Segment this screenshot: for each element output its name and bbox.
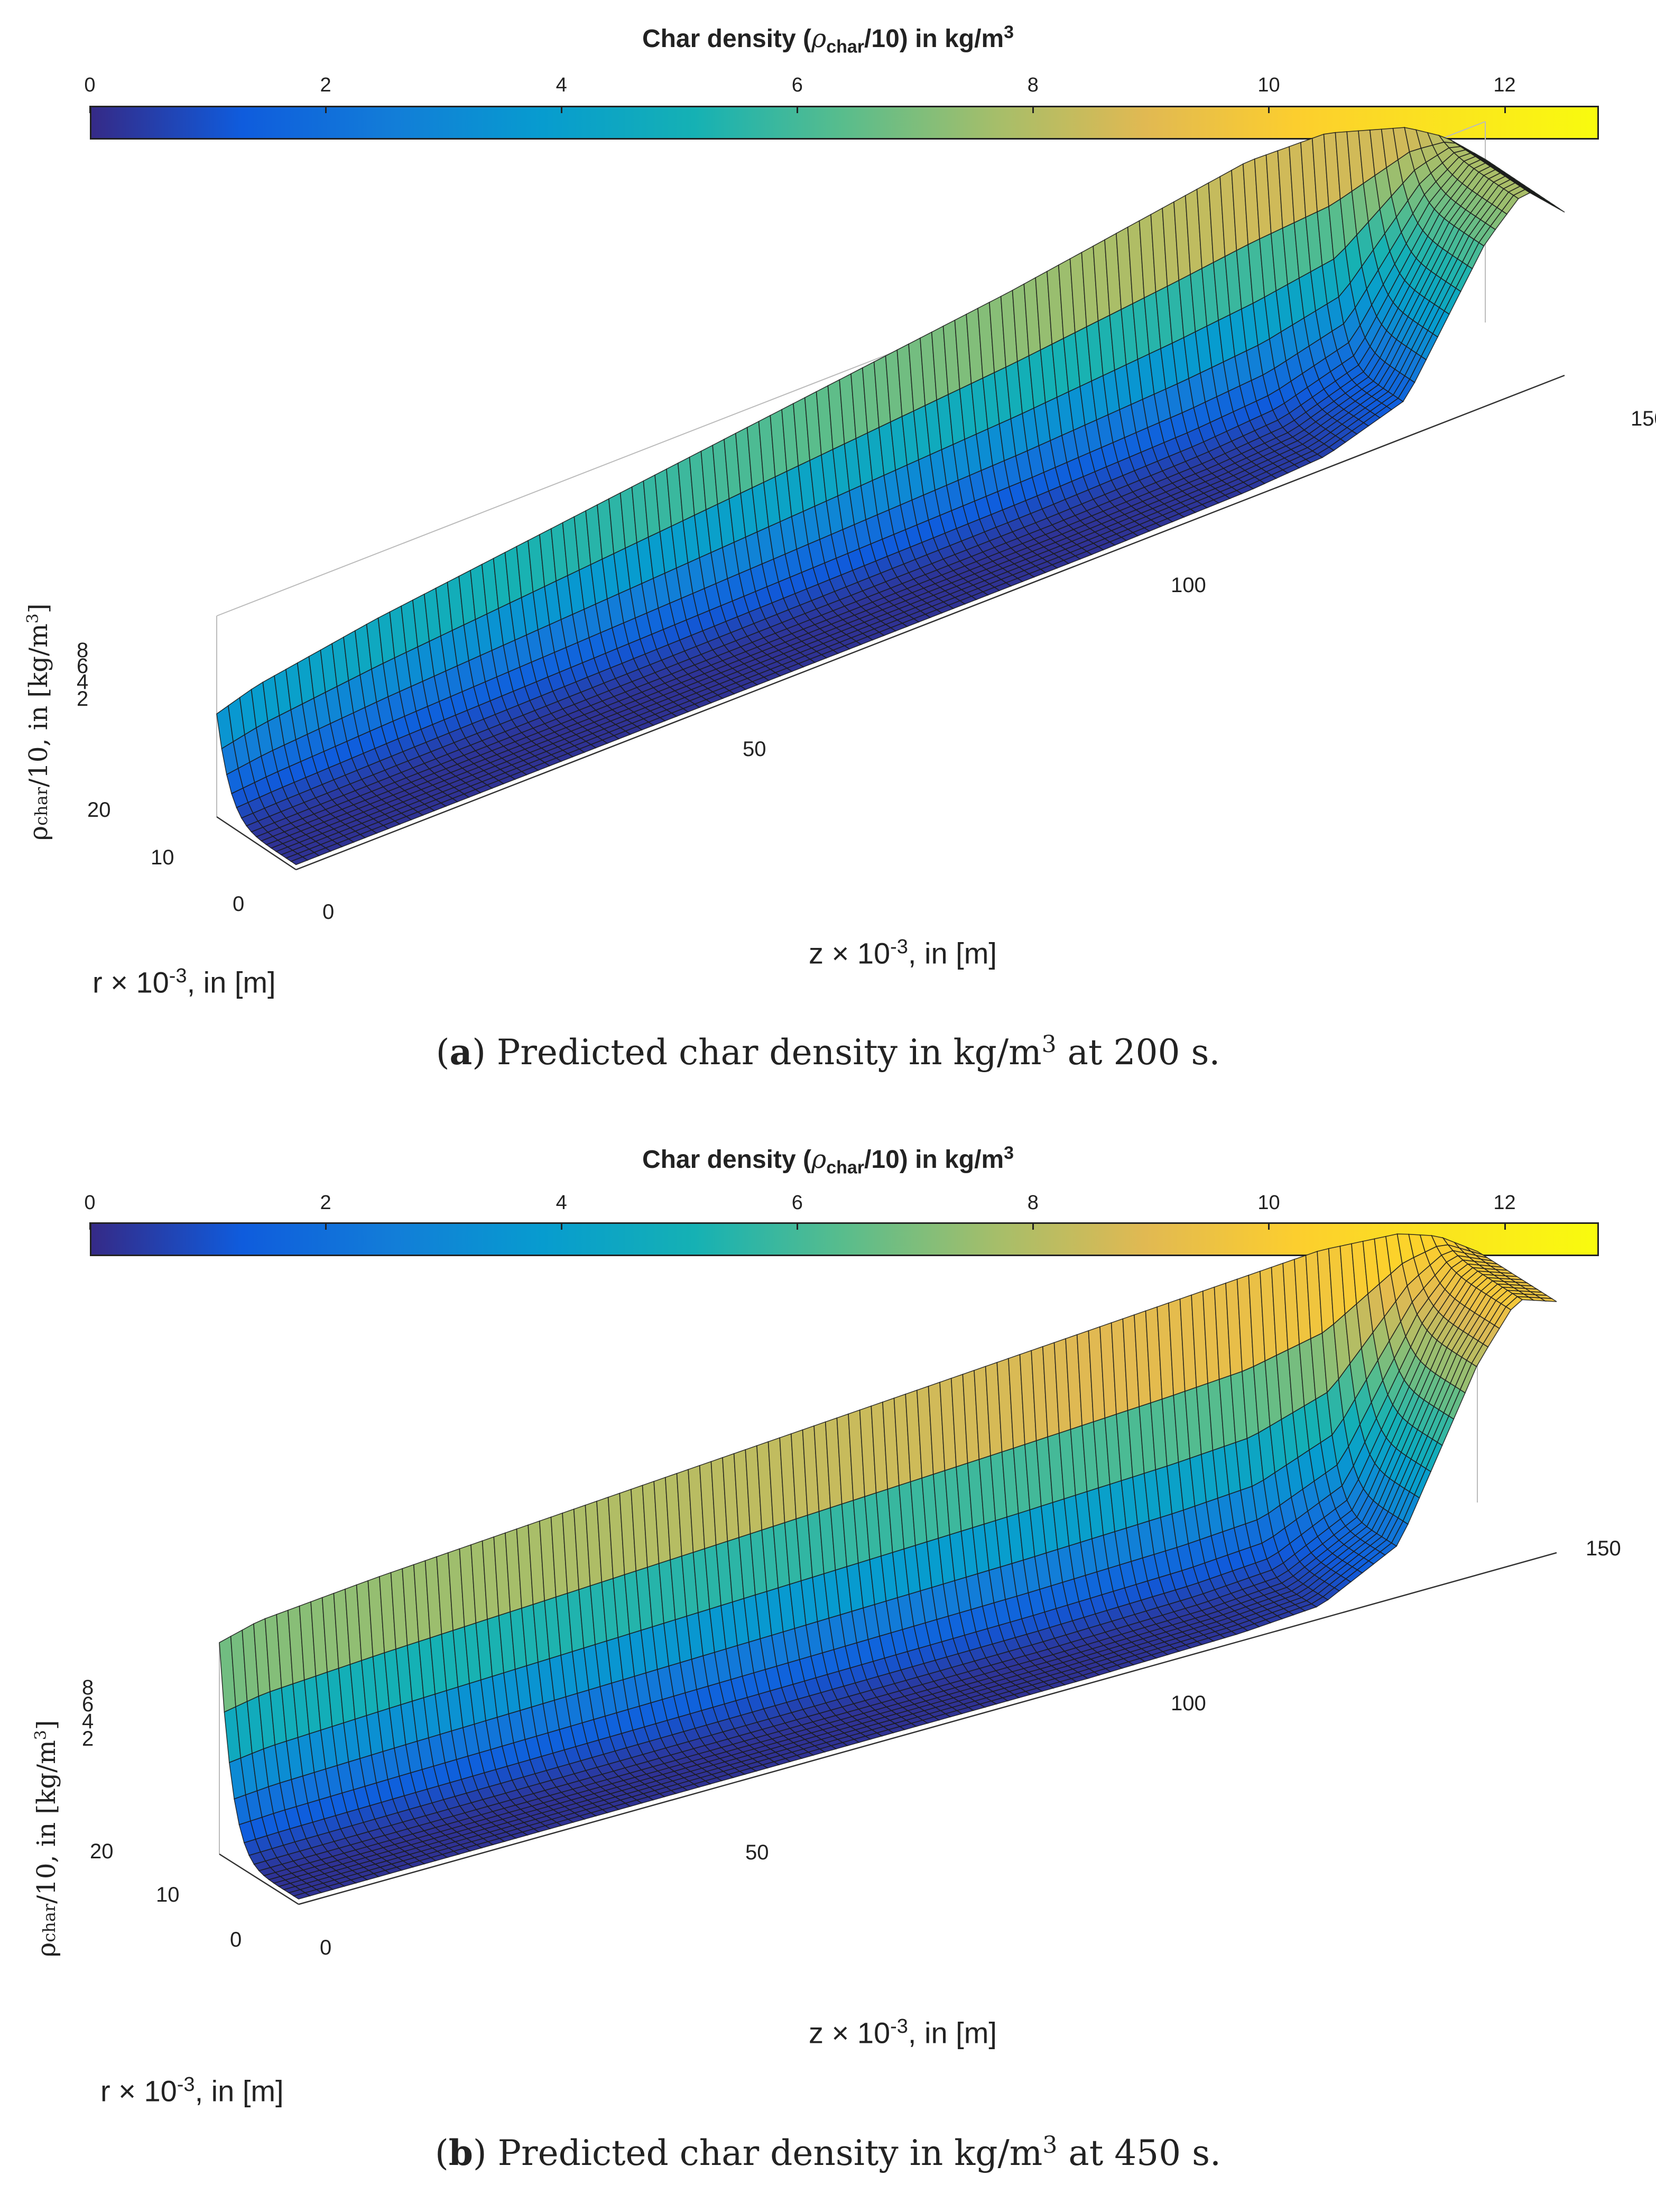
x-tick-label: 150	[1586, 1537, 1621, 1560]
z-tick-label: 8	[77, 639, 89, 662]
x-tick-label: 100	[1171, 1692, 1206, 1715]
z-axis-label: ρchar/10, in [kg/m3]	[32, 1720, 61, 1957]
colorbar-tick	[797, 106, 799, 113]
colorbar-title: Char density (ρchar/10) in kg/m3	[642, 1143, 1014, 1178]
caption-sup: 3	[1041, 1031, 1057, 1058]
colorbar-tick	[1032, 106, 1034, 113]
caption-text: ) Predicted char density in kg/m	[473, 2133, 1043, 2173]
x-tick-label: 100	[1171, 574, 1206, 597]
surface-cell	[1465, 1246, 1483, 1255]
colorbar-tick	[325, 106, 327, 113]
colorbar-tick-label: 10	[1257, 74, 1280, 96]
z-tick-label: 4	[77, 670, 89, 694]
caption-tail: at 450 s.	[1057, 2133, 1221, 2173]
z-tick-label: 8	[82, 1676, 94, 1699]
axes	[216, 374, 1565, 871]
axis-line	[219, 1853, 299, 1905]
figure-panel-b: Char density (ρchar/10) in kg/m3 0 2 4 6 8 10…	[0, 1106, 1656, 2212]
y-axis-label: r × 10-3, in [m]	[92, 965, 276, 999]
x-tick-label: 150	[1631, 407, 1656, 430]
colorbar-title: Char density (ρchar/10) in kg/m3	[642, 22, 1014, 57]
x-tick-label: 50	[743, 738, 766, 761]
surface-plot	[219, 1233, 1557, 1905]
colorbar-tick	[561, 1222, 563, 1230]
x-tick-label: 0	[322, 900, 335, 924]
surface-plot	[216, 121, 1565, 871]
colorbar-tick-label: 0	[84, 74, 96, 96]
colorbar-tick-label: 4	[556, 1192, 567, 1214]
colorbar-tick-label: 4	[556, 74, 567, 96]
colorbar-tick	[1032, 1222, 1034, 1230]
y-tick-label: 20	[90, 1840, 114, 1863]
y-tick-label: 0	[233, 892, 245, 916]
z-axis-label: ρchar/10, in [kg/m3]	[24, 603, 53, 841]
colorbar-tick-label: 0	[84, 1192, 96, 1214]
y-axis-label: r × 10-3, in [m]	[100, 2073, 284, 2108]
y-tick-label: 10	[156, 1883, 180, 1906]
caption: (a) Predicted char density in kg/m3 at 2…	[436, 1031, 1220, 1073]
y-tick-label: 0	[230, 1928, 242, 1951]
colorbar-tick	[797, 1222, 799, 1230]
z-tick-label: 2	[77, 687, 89, 711]
colorbar-tick	[1268, 1222, 1270, 1230]
x-axis-label: z × 10-3, in [m]	[809, 2015, 997, 2050]
colorbar-tick-label: 8	[1027, 74, 1039, 96]
colorbar-tick-label: 2	[320, 74, 331, 96]
colorbar-tick-label: 12	[1493, 1192, 1516, 1214]
z-tick-label: 4	[82, 1710, 94, 1733]
z-tick-label: 2	[82, 1727, 94, 1750]
colorbar-tick	[89, 1222, 91, 1230]
colorbar-tick-label: 12	[1493, 74, 1516, 96]
caption: (b) Predicted char density in kg/m3 at 4…	[434, 2132, 1221, 2173]
axis-line	[298, 1552, 1557, 1905]
colorbar-tick-label: 8	[1027, 1192, 1039, 1214]
caption-letter: a	[449, 1031, 473, 1073]
caption-sup: 3	[1042, 2132, 1058, 2159]
colorbar-tick	[1504, 106, 1506, 113]
axis-line	[216, 816, 297, 871]
colorbar-tick-label: 10	[1257, 1192, 1280, 1214]
colorbar-tick-label: 6	[791, 74, 803, 96]
y-tick-label: 20	[87, 798, 111, 822]
y-tick-label: 10	[151, 846, 174, 869]
colorbar-tick-label: 6	[791, 1192, 803, 1214]
colorbar-tick	[561, 106, 563, 113]
x-tick-label: 0	[320, 1936, 332, 1959]
colorbar-tick	[325, 1222, 327, 1230]
colorbar-tick	[1268, 106, 1270, 113]
caption-tail: at 200 s.	[1056, 1032, 1220, 1073]
axes	[219, 1552, 1557, 1905]
colorbar-tick	[89, 106, 91, 113]
x-tick-label: 50	[745, 1841, 769, 1864]
surface-cell	[1473, 152, 1491, 163]
colorbar-tick-label: 2	[320, 1192, 331, 1214]
x-axis-label: z × 10-3, in [m]	[809, 936, 997, 970]
surface-mesh	[219, 1233, 1557, 1900]
caption-letter: b	[448, 2132, 473, 2173]
z-tick-label: 6	[82, 1693, 94, 1716]
surface-mesh	[216, 127, 1565, 865]
colorbar-tick	[1504, 1222, 1506, 1230]
caption-text: ) Predicted char density in kg/m	[472, 1032, 1042, 1073]
axis-line	[295, 374, 1565, 871]
z-tick-label: 6	[77, 655, 89, 678]
figure-panel-a: Char density (ρchar/10) in kg/m3 0 2 4 6 8 10…	[24, 22, 1656, 1073]
